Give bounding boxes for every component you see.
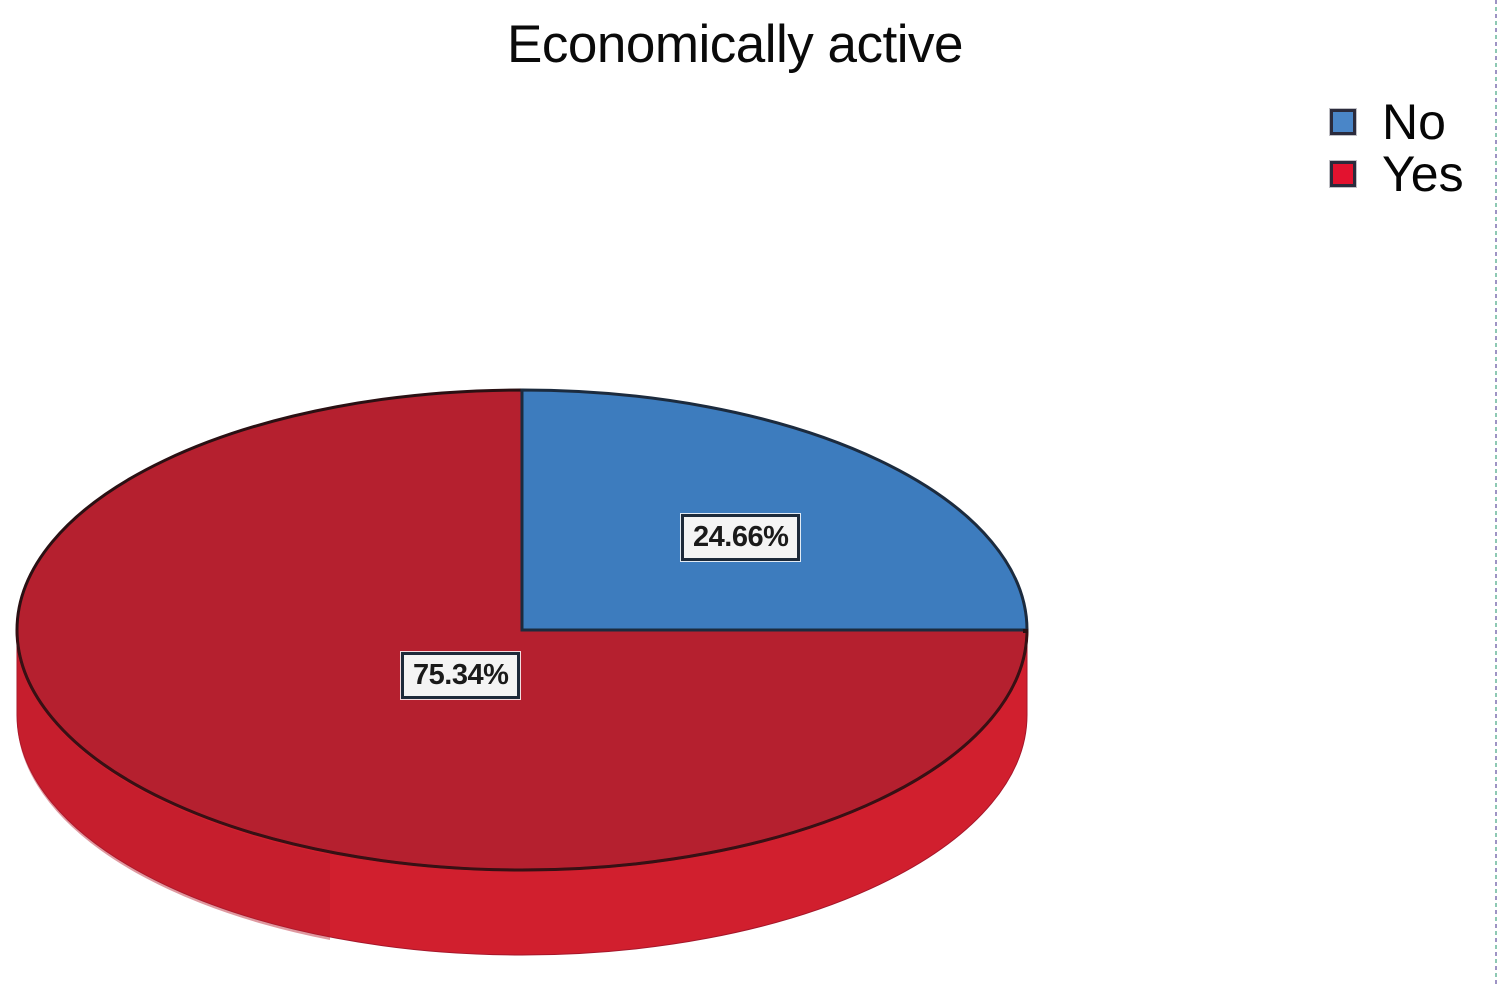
legend-label-no: No (1382, 94, 1446, 150)
pie-side-wall-shading (16, 630, 331, 940)
data-label-yes: 75.34% (401, 652, 521, 699)
legend-item-no[interactable]: No (1330, 96, 1500, 148)
pie-svg (15, 388, 1029, 956)
pie-right-rim (1023, 629, 1028, 633)
pie-chart-graphic (0, 370, 1070, 987)
legend-swatch-yes-icon (1330, 161, 1356, 187)
legend-item-yes[interactable]: Yes (1330, 148, 1500, 200)
legend-swatch-no-icon (1330, 109, 1356, 135)
data-label-no: 24.66% (681, 514, 801, 561)
chart-legend: No Yes (1330, 96, 1500, 200)
page-edge-artifact (1495, 0, 1497, 987)
pie-slice-no (520, 388, 1029, 632)
chart-title: Economically active (507, 15, 963, 74)
legend-label-yes: Yes (1382, 146, 1464, 202)
pie-top-rim-outline (15, 629, 1029, 872)
